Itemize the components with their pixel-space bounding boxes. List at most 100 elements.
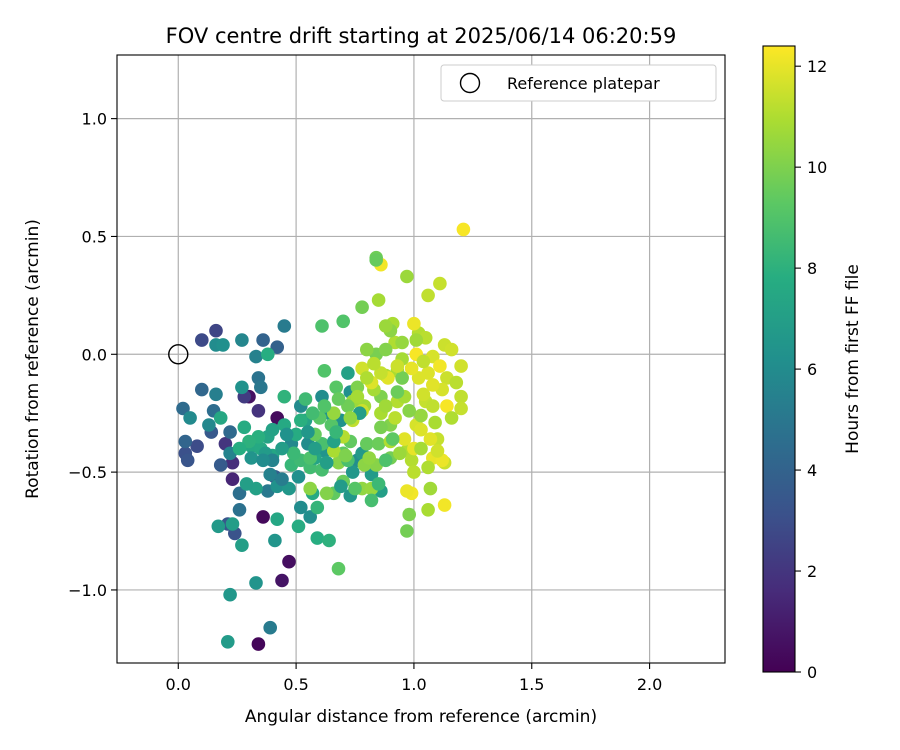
data-point [416, 354, 431, 369]
data-point [263, 467, 278, 482]
data-point [216, 338, 230, 352]
data-point [301, 425, 315, 439]
data-point [355, 300, 369, 315]
data-point [327, 406, 341, 421]
colorbar-tick-label: 12 [807, 57, 827, 76]
data-point [374, 366, 388, 380]
data-point [294, 413, 308, 428]
data-point [223, 587, 237, 602]
data-point [282, 481, 296, 496]
data-point [350, 389, 365, 404]
data-point [409, 333, 424, 347]
data-point [202, 418, 216, 432]
data-point [270, 512, 285, 526]
data-point [334, 479, 348, 494]
data-point [209, 387, 223, 402]
data-point [393, 446, 407, 461]
data-point [341, 399, 355, 413]
data-point [256, 333, 270, 347]
data-point [374, 420, 388, 435]
data-point [190, 439, 204, 454]
colorbar-label: Hours from first FF file [843, 264, 863, 454]
data-point [345, 465, 360, 479]
data-point [319, 455, 334, 470]
data-point [369, 253, 384, 267]
data-point [176, 401, 190, 416]
data-point [378, 319, 393, 333]
data-point [421, 503, 435, 517]
data-point [310, 500, 325, 515]
data-point [390, 385, 405, 399]
data-point [390, 359, 405, 373]
data-point [232, 503, 247, 517]
data-point [277, 319, 292, 333]
x-axis-ticks: 0.0 0.5 1.0 1.5 2.0 [166, 663, 662, 694]
data-point [327, 444, 341, 458]
legend-box [440, 64, 717, 102]
data-point [308, 441, 322, 456]
data-point [249, 349, 263, 364]
plot-frame [116, 54, 726, 664]
data-point [444, 411, 459, 425]
data-point [279, 427, 294, 442]
data-point [298, 392, 313, 406]
data-point [319, 486, 334, 501]
data-point [317, 399, 332, 413]
data-point [256, 510, 270, 524]
data-point [397, 432, 412, 446]
x-tick-label: 2.0 [637, 675, 662, 694]
data-point [444, 342, 459, 357]
x-tick-label: 1.0 [401, 675, 426, 694]
data-point [378, 453, 393, 468]
data-point [426, 399, 440, 413]
data-point [404, 453, 419, 468]
grid-lines [117, 55, 725, 663]
data-point [400, 524, 414, 538]
data-point [221, 635, 235, 649]
data-point [183, 411, 197, 425]
data-point [423, 432, 438, 446]
legend-marker-reference [459, 72, 481, 94]
data-point [291, 519, 306, 534]
data-point [426, 378, 440, 392]
colorbar-ticks: 0 2 4 6 8 10 12 [795, 57, 827, 682]
y-axis-ticks: −1.0 −0.5 0.0 0.5 1.0 [68, 110, 117, 600]
data-point [322, 533, 336, 548]
y-tick-label: −1.0 [68, 581, 107, 600]
data-point [275, 573, 289, 588]
data-point [263, 620, 278, 635]
data-point [456, 222, 471, 237]
data-point [275, 472, 289, 487]
data-point [256, 453, 270, 468]
colorbar-tick-label: 8 [807, 259, 817, 278]
x-tick-label: 1.5 [519, 675, 544, 694]
y-tick-label: 1.0 [82, 110, 107, 129]
data-point [414, 408, 428, 423]
data-point [362, 451, 377, 465]
data-point [414, 441, 428, 456]
colorbar-tick-label: 4 [807, 461, 817, 480]
data-point [235, 380, 249, 395]
x-axis-label: Angular distance from reference (arcmin) [245, 707, 597, 727]
y-tick-label: −0.5 [68, 463, 107, 482]
data-points [176, 222, 471, 651]
data-point [407, 316, 421, 331]
data-point [237, 420, 252, 435]
data-point [282, 554, 296, 569]
data-point [378, 342, 393, 357]
data-point [400, 484, 414, 498]
reference-platepar-point [168, 344, 189, 365]
y-axis-label: Rotation from reference (arcmin) [23, 219, 43, 499]
data-point [360, 437, 374, 451]
data-point [277, 389, 292, 404]
data-point [388, 411, 402, 425]
data-point [289, 427, 303, 442]
data-point [449, 375, 464, 390]
data-point [414, 422, 428, 437]
data-point [454, 359, 468, 373]
data-point [225, 517, 240, 531]
data-point [421, 288, 435, 303]
data-point [223, 425, 237, 439]
data-point [430, 444, 445, 458]
data-point [360, 371, 374, 385]
